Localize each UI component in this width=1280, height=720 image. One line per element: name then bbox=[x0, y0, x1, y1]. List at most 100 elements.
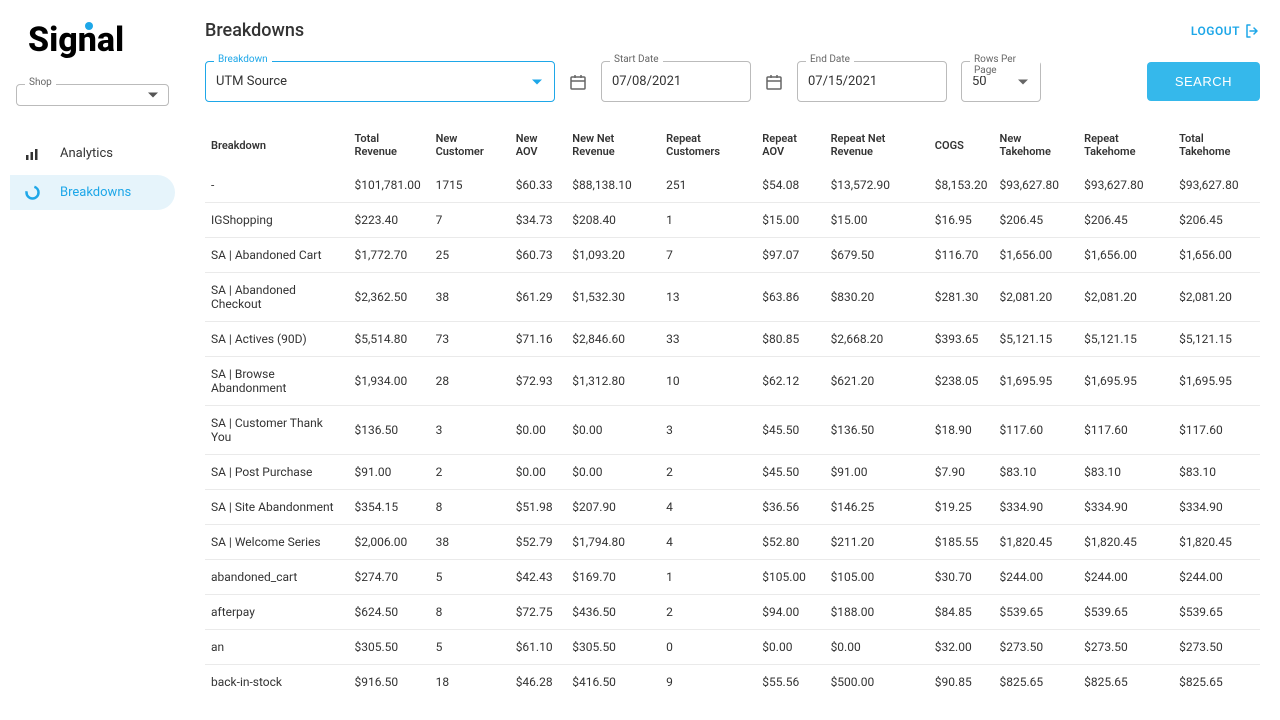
rows-value: 50 bbox=[972, 74, 987, 89]
table-cell: $93,627.80 bbox=[994, 168, 1079, 203]
table-cell: $825.65 bbox=[1078, 665, 1173, 700]
table-row: IGShopping$223.407$34.73$208.401$15.00$1… bbox=[205, 203, 1260, 238]
shop-select[interactable]: Shop bbox=[16, 84, 169, 106]
table-cell: 2 bbox=[660, 595, 756, 630]
logout-icon bbox=[1244, 23, 1260, 39]
table-cell: $2,006.00 bbox=[349, 525, 430, 560]
table-cell: SA | Site Abandonment bbox=[205, 490, 349, 525]
table-cell: $93,627.80 bbox=[1078, 168, 1173, 203]
table-cell: abandoned_cart bbox=[205, 560, 349, 595]
sidebar-item-breakdowns[interactable]: Breakdowns bbox=[10, 175, 175, 210]
table-cell: $105.00 bbox=[756, 560, 824, 595]
table-cell: $830.20 bbox=[825, 273, 929, 322]
table-cell: 7 bbox=[660, 238, 756, 273]
table-row: SA | Browse Abandonment$1,934.0028$72.93… bbox=[205, 357, 1260, 406]
calendar-icon[interactable] bbox=[765, 73, 783, 91]
table-cell: $52.80 bbox=[756, 525, 824, 560]
column-header[interactable]: Repeat Takehome bbox=[1078, 122, 1173, 168]
table-cell: $393.65 bbox=[929, 322, 994, 357]
table-cell: 33 bbox=[660, 322, 756, 357]
table-cell: $273.50 bbox=[1078, 630, 1173, 665]
table-cell: $1,820.45 bbox=[994, 525, 1079, 560]
table-cell: $34.73 bbox=[510, 203, 567, 238]
table-cell: $5,121.15 bbox=[1173, 322, 1260, 357]
table-cell: $244.00 bbox=[1078, 560, 1173, 595]
column-header[interactable]: New Takehome bbox=[994, 122, 1079, 168]
table-cell: $185.55 bbox=[929, 525, 994, 560]
table-cell: $0.00 bbox=[510, 455, 567, 490]
column-header[interactable]: COGS bbox=[929, 122, 994, 168]
table-cell: $7.90 bbox=[929, 455, 994, 490]
table-cell: $334.90 bbox=[1078, 490, 1173, 525]
table-cell: 1 bbox=[660, 203, 756, 238]
breakdown-select[interactable]: Breakdown UTM Source bbox=[205, 61, 555, 102]
table-cell: $916.50 bbox=[349, 665, 430, 700]
main: Breakdowns LOGOUT Breakdown UTM Source S… bbox=[185, 0, 1280, 720]
calendar-icon[interactable] bbox=[569, 73, 587, 91]
sidebar-item-label: Breakdowns bbox=[60, 185, 131, 200]
table-cell: 4 bbox=[660, 525, 756, 560]
table-cell: $0.00 bbox=[566, 406, 660, 455]
table-cell: 3 bbox=[430, 406, 510, 455]
table-cell: $539.65 bbox=[994, 595, 1079, 630]
search-button[interactable]: SEARCH bbox=[1147, 62, 1260, 101]
column-header[interactable]: Breakdown bbox=[205, 122, 349, 168]
table-cell: 251 bbox=[660, 168, 756, 203]
table-cell: $1,532.30 bbox=[566, 273, 660, 322]
table-row: SA | Post Purchase$91.002$0.00$0.002$45.… bbox=[205, 455, 1260, 490]
table-cell: $0.00 bbox=[510, 406, 567, 455]
chevron-down-icon bbox=[148, 93, 158, 98]
table-cell: $305.50 bbox=[566, 630, 660, 665]
table-cell: $1,695.95 bbox=[994, 357, 1079, 406]
chevron-down-icon bbox=[532, 79, 542, 84]
table-cell: $101,781.00 bbox=[349, 168, 430, 203]
column-header[interactable]: Total Revenue bbox=[349, 122, 430, 168]
table-row: back-in-stock$916.5018$46.28$416.509$55.… bbox=[205, 665, 1260, 700]
table-cell: 38 bbox=[430, 525, 510, 560]
table-cell: $105.00 bbox=[825, 560, 929, 595]
table-cell: SA | Post Purchase bbox=[205, 455, 349, 490]
table-row: SA | Abandoned Cart$1,772.7025$60.73$1,0… bbox=[205, 238, 1260, 273]
table-cell: 5 bbox=[430, 630, 510, 665]
end-date-field[interactable]: End Date 07/15/2021 bbox=[797, 61, 947, 102]
table-cell: $207.90 bbox=[566, 490, 660, 525]
table-cell: $116.70 bbox=[929, 238, 994, 273]
column-header[interactable]: New Customer bbox=[430, 122, 510, 168]
breakdown-table: BreakdownTotal RevenueNew CustomerNew AO… bbox=[205, 122, 1260, 699]
table-cell: $1,656.00 bbox=[1173, 238, 1260, 273]
table-cell: $5,514.80 bbox=[349, 322, 430, 357]
table-cell: $539.65 bbox=[1173, 595, 1260, 630]
logo-text: Signal bbox=[28, 20, 124, 60]
table-cell: $2,362.50 bbox=[349, 273, 430, 322]
breakdown-value: UTM Source bbox=[216, 74, 287, 89]
column-header[interactable]: Total Takehome bbox=[1173, 122, 1260, 168]
table-cell: $211.20 bbox=[825, 525, 929, 560]
table-cell: $61.29 bbox=[510, 273, 567, 322]
table-cell: 8 bbox=[430, 595, 510, 630]
table-cell: $273.50 bbox=[994, 630, 1079, 665]
column-header[interactable]: Repeat AOV bbox=[756, 122, 824, 168]
table-cell: $679.50 bbox=[825, 238, 929, 273]
table-cell: $45.50 bbox=[756, 406, 824, 455]
table-cell: $13,572.90 bbox=[825, 168, 929, 203]
start-date-field[interactable]: Start Date 07/08/2021 bbox=[601, 61, 751, 102]
table-cell: $117.60 bbox=[994, 406, 1079, 455]
table-cell: $60.33 bbox=[510, 168, 567, 203]
table-cell: $0.00 bbox=[756, 630, 824, 665]
column-header[interactable]: Repeat Customers bbox=[660, 122, 756, 168]
table-cell: 7 bbox=[430, 203, 510, 238]
sidebar-item-analytics[interactable]: Analytics bbox=[10, 136, 175, 171]
sidebar-item-label: Analytics bbox=[60, 146, 113, 161]
table-cell: $621.20 bbox=[825, 357, 929, 406]
analytics-icon bbox=[24, 147, 40, 161]
logout-button[interactable]: LOGOUT bbox=[1191, 23, 1260, 39]
table-cell: $15.00 bbox=[756, 203, 824, 238]
table-cell: $83.10 bbox=[1078, 455, 1173, 490]
rows-per-page-select[interactable]: Rows Per Page 50 bbox=[961, 61, 1041, 102]
column-header[interactable]: New Net Revenue bbox=[566, 122, 660, 168]
column-header[interactable]: New AOV bbox=[510, 122, 567, 168]
table-cell: $63.86 bbox=[756, 273, 824, 322]
column-header[interactable]: Repeat Net Revenue bbox=[825, 122, 929, 168]
table-cell: $1,312.80 bbox=[566, 357, 660, 406]
table-cell: 4 bbox=[660, 490, 756, 525]
